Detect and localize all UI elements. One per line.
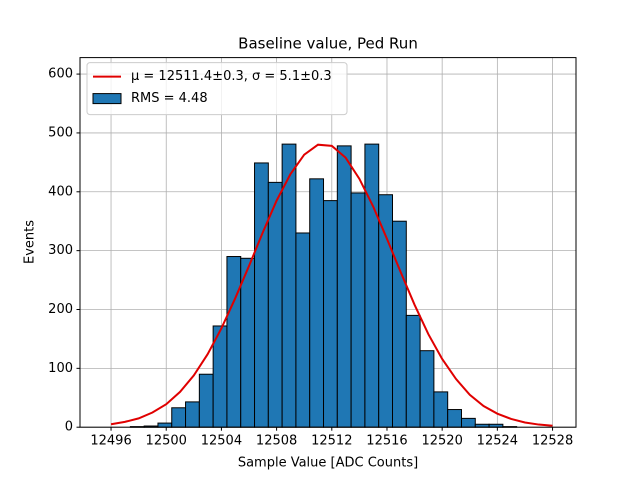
y-tick-label: 300 <box>48 243 73 258</box>
legend-swatch <box>92 93 122 105</box>
legend: μ = 12511.4±0.3, σ = 5.1±0.3 RMS = 4.48 <box>86 62 348 116</box>
histogram-bar <box>198 373 214 428</box>
x-tick-label: 12496 <box>90 434 131 449</box>
fit-curve <box>110 143 553 427</box>
x-tick-label: 12516 <box>366 434 407 449</box>
histogram-bar <box>323 200 338 428</box>
histogram-bar <box>185 401 200 428</box>
y-tick-label: 500 <box>48 125 73 140</box>
histogram-bar <box>433 391 449 428</box>
y-tick-label: 200 <box>48 302 73 317</box>
x-axis-label: Sample Value [ADC Counts] <box>238 456 418 471</box>
histogram-bar <box>447 409 462 428</box>
x-tick-label: 12520 <box>421 434 462 449</box>
x-tick-label: 12500 <box>146 434 187 449</box>
histogram-bar <box>254 162 269 428</box>
histogram-bar <box>336 145 352 428</box>
x-tick-label: 12528 <box>532 434 573 449</box>
y-tick-label: 600 <box>48 67 73 82</box>
x-tick-label: 12504 <box>201 434 242 449</box>
histogram-bar <box>419 350 435 428</box>
legend-label: RMS = 4.48 <box>131 91 208 106</box>
histogram-bar <box>460 417 476 428</box>
histogram-bar <box>157 422 173 428</box>
legend-box <box>86 62 348 116</box>
legend-label: μ = 12511.4±0.3, σ = 5.1±0.3 <box>131 69 332 84</box>
histogram-bar <box>309 178 325 428</box>
x-tick-label: 12524 <box>477 434 518 449</box>
histogram-bar <box>378 194 394 428</box>
histogram-bar <box>267 181 283 428</box>
x-tick-label: 12512 <box>311 434 352 449</box>
histogram-bar <box>171 407 187 428</box>
histogram-bar <box>392 220 407 428</box>
axes-frame <box>79 57 577 428</box>
y-tick-label: 100 <box>48 361 73 376</box>
y-tick-label: 0 <box>65 420 73 435</box>
histogram-bar <box>350 192 366 428</box>
histogram-bar <box>364 143 380 428</box>
histogram-bar <box>295 232 311 428</box>
histogram-bar <box>405 314 421 428</box>
y-tick-label: 400 <box>48 184 73 199</box>
histogram-bar <box>226 256 242 428</box>
histogram-bar <box>240 257 256 428</box>
x-tick-label: 12508 <box>256 434 297 449</box>
y-axis-label: Events <box>23 220 38 264</box>
chart-title: Baseline value, Ped Run <box>238 35 418 53</box>
